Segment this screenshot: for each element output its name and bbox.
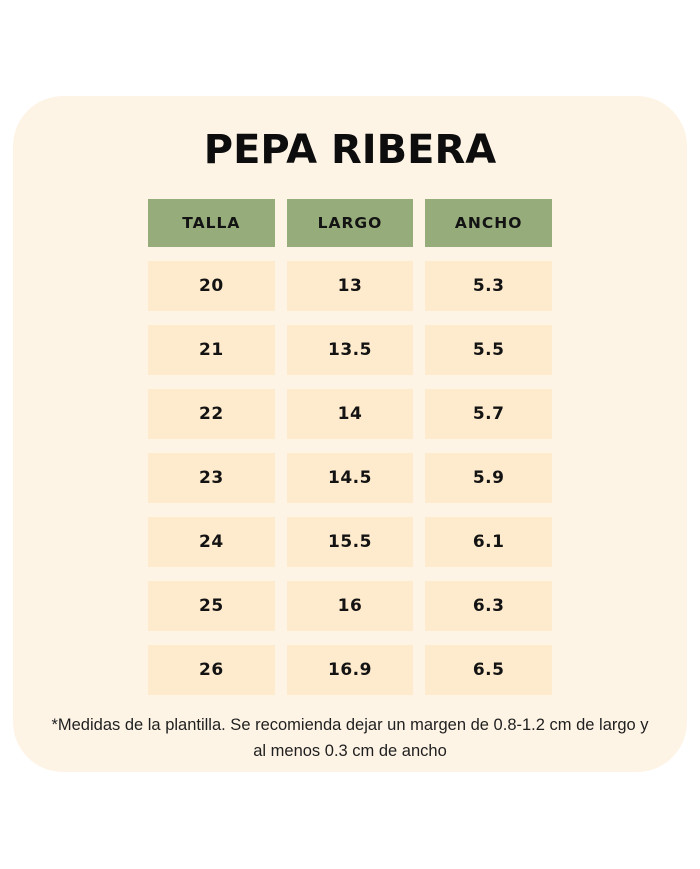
table-cell-largo-22: 14 [286,389,414,439]
table-cell-ancho-26: 6.5 [425,645,552,695]
brand-title: PEPA RIBERA [203,127,497,173]
table-cell-talla-26: 26 [148,645,275,695]
table-cell-largo-25: 16 [286,581,414,631]
size-table: TALLA LARGO ANCHO 20 13 5.3 21 13.5 5.5 … [148,199,552,695]
table-cell-talla-24: 24 [148,517,275,567]
table-cell-ancho-22: 5.7 [425,389,552,439]
table-cell-ancho-24: 6.1 [425,517,552,567]
table-cell-largo-26: 16.9 [286,645,414,695]
table-cell-largo-21: 13.5 [286,325,414,375]
table-cell-talla-23: 23 [148,453,275,503]
table-cell-largo-23: 14.5 [286,453,414,503]
column-header-talla: TALLA [148,199,275,247]
table-cell-talla-25: 25 [148,581,275,631]
table-cell-talla-21: 21 [148,325,275,375]
column-header-largo: LARGO [286,199,414,247]
table-cell-ancho-25: 6.3 [425,581,552,631]
measurement-footnote: *Medidas de la plantilla. Se recomienda … [51,716,649,760]
size-chart-card: PEPA RIBERA TALLA LARGO ANCHO 20 13 5.3 … [13,96,687,772]
table-cell-ancho-23: 5.9 [425,453,552,503]
table-cell-largo-24: 15.5 [286,517,414,567]
table-cell-largo-20: 13 [286,261,414,311]
table-cell-ancho-20: 5.3 [425,261,552,311]
table-cell-ancho-21: 5.5 [425,325,552,375]
table-cell-talla-22: 22 [148,389,275,439]
column-header-ancho: ANCHO [425,199,552,247]
table-cell-talla-20: 20 [148,261,275,311]
